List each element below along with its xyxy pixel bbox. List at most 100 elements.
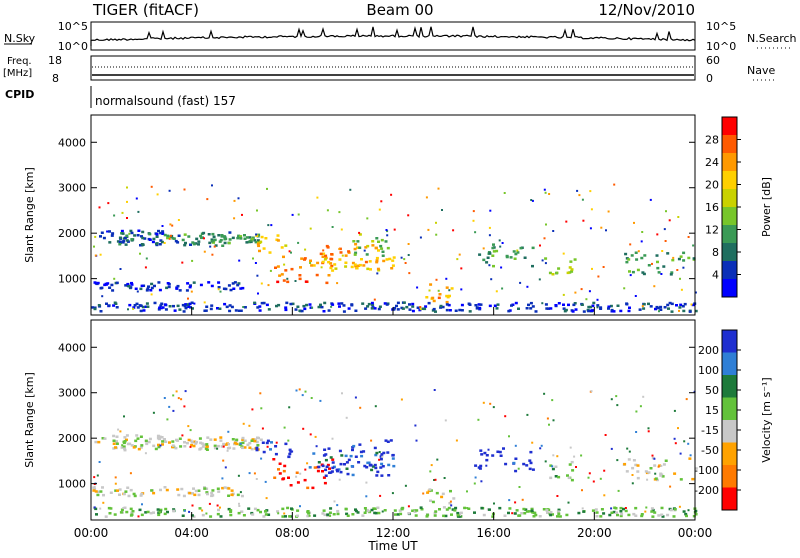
range-time-cell — [483, 451, 487, 455]
range-time-cell — [161, 232, 165, 235]
range-time-cell — [236, 283, 240, 287]
range-time-cell — [380, 238, 384, 242]
range-time-cell — [231, 494, 234, 497]
range-time-cell — [411, 509, 415, 512]
range-time-cell — [378, 458, 381, 461]
range-time-cell — [101, 437, 105, 440]
range-time-cell — [607, 210, 610, 213]
range-time-cell — [653, 511, 657, 514]
range-time-cell — [581, 489, 583, 492]
range-time-cell — [376, 506, 380, 509]
colorbar-tick-label: 28 — [705, 134, 719, 147]
range-time-cell — [531, 305, 535, 308]
range-time-cell — [99, 490, 103, 493]
range-time-cell — [435, 221, 437, 224]
range-time-cell — [336, 509, 340, 513]
range-time-cell — [615, 395, 618, 398]
range-time-cell — [355, 267, 359, 270]
range-time-cell — [480, 507, 484, 510]
range-time-cell — [198, 448, 202, 451]
x-tick-label: 00:00 — [74, 526, 109, 540]
range-time-cell — [326, 513, 330, 516]
range-time-cell — [93, 485, 96, 488]
range-time-cell — [623, 287, 626, 290]
range-time-cell — [468, 310, 472, 313]
range-time-cell — [445, 277, 448, 280]
range-time-cell — [233, 441, 237, 445]
range-time-cell — [562, 293, 565, 296]
range-time-cell — [375, 260, 379, 264]
range-time-cell — [394, 513, 397, 516]
range-time-cell — [568, 271, 572, 274]
range-time-cell — [158, 435, 162, 438]
range-time-cell — [120, 508, 124, 511]
y-tick-label: 1000 — [58, 478, 86, 491]
range-time-cell — [231, 282, 235, 285]
range-time-cell — [210, 494, 214, 498]
range-time-cell — [557, 508, 561, 512]
range-time-cell — [411, 302, 415, 306]
range-time-cell — [580, 303, 584, 306]
range-time-cell — [591, 304, 595, 308]
range-time-cell — [219, 439, 223, 442]
range-time-cell — [562, 307, 566, 310]
range-time-cell — [334, 267, 338, 270]
range-time-cell — [370, 468, 374, 472]
range-time-cell — [155, 233, 159, 236]
range-time-cell — [296, 514, 299, 518]
range-time-cell — [205, 445, 209, 448]
range-time-cell — [221, 486, 225, 490]
range-time-cell — [626, 447, 629, 450]
range-time-cell — [678, 505, 681, 508]
range-time-cell — [556, 515, 559, 518]
range-time-cell — [228, 231, 232, 234]
range-time-cell — [687, 256, 691, 260]
range-time-cell — [115, 435, 119, 438]
range-time-cell — [329, 456, 333, 459]
range-time-cell — [608, 513, 612, 517]
range-time-cell — [569, 446, 572, 449]
range-time-cell — [157, 443, 160, 447]
range-time-cell — [369, 464, 373, 467]
range-time-cell — [176, 439, 180, 442]
range-time-cell — [105, 302, 108, 305]
range-time-cell — [624, 509, 628, 513]
range-time-cell — [166, 236, 170, 240]
range-time-cell — [227, 494, 231, 497]
range-time-cell — [200, 236, 203, 240]
range-time-cell — [238, 502, 240, 505]
range-time-cell — [640, 514, 644, 518]
range-time-cell — [431, 309, 435, 312]
range-time-cell — [168, 237, 171, 240]
range-time-cell — [168, 305, 172, 308]
range-time-cell — [121, 444, 124, 447]
colorbar-swatch — [722, 352, 737, 376]
range-time-cell — [142, 309, 146, 312]
range-time-cell — [241, 436, 245, 440]
range-time-cell — [439, 306, 443, 309]
range-time-cell — [160, 240, 164, 244]
range-time-cell — [365, 481, 368, 484]
range-time-cell — [597, 275, 600, 278]
range-time-cell — [211, 184, 213, 187]
range-time-cell — [373, 298, 376, 301]
range-time-cell — [126, 186, 128, 189]
y-tick-label: 4000 — [58, 341, 86, 354]
range-time-cell — [351, 513, 355, 516]
range-time-cell — [647, 430, 650, 433]
range-time-cell — [354, 508, 357, 511]
range-time-cell — [324, 458, 328, 462]
range-time-cell — [309, 433, 312, 436]
range-time-cell — [209, 245, 212, 248]
range-time-cell — [110, 283, 114, 287]
colorbar-tick-label: 20 — [705, 179, 719, 192]
range-time-cell — [243, 306, 247, 309]
range-time-cell — [108, 230, 111, 233]
range-time-cell — [610, 447, 613, 450]
range-time-cell — [381, 254, 385, 257]
range-time-cell — [239, 442, 242, 445]
range-time-cell — [434, 478, 437, 481]
range-time-cell — [378, 451, 381, 453]
range-time-cell — [278, 472, 282, 475]
range-time-cell — [148, 437, 152, 441]
